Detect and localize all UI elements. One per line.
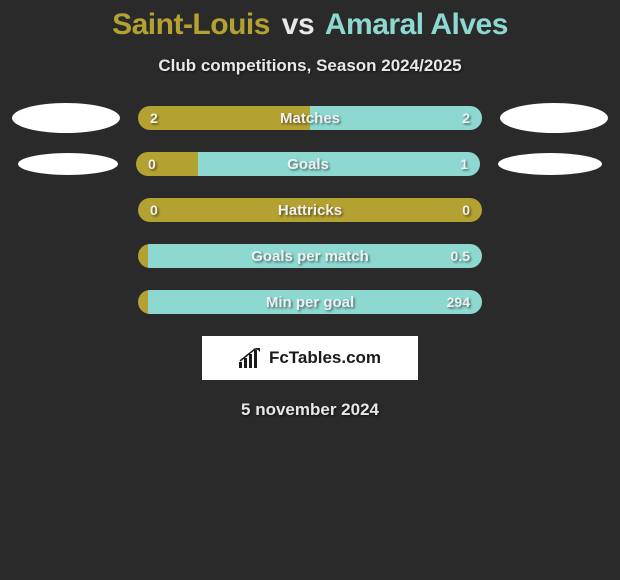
subtitle: Club competitions, Season 2024/2025 [0,56,620,76]
title: Saint-Louis vs Amaral Alves [0,8,620,42]
stat-row: Matches22 [0,106,620,130]
right-ellipse [498,153,602,175]
right-ellipse [500,103,608,133]
bar-left-segment [138,290,148,314]
player1-name: Saint-Louis [112,8,270,41]
bar-left-segment [138,244,148,268]
left-ellipse [18,153,118,175]
vs-text: vs [282,8,314,41]
logo-box: FcTables.com [202,336,418,380]
stat-bar: Matches22 [138,106,482,130]
player2-name: Amaral Alves [325,8,508,41]
stat-bar: Hattricks00 [138,198,482,222]
infographic-container: Saint-Louis vs Amaral Alves Club competi… [0,0,620,420]
stat-row: Min per goal294 [0,290,620,314]
stat-bar: Goals per match0.5 [138,244,482,268]
stat-row: Goals01 [0,152,620,176]
date-text: 5 november 2024 [0,400,620,420]
bar-right-segment [148,244,482,268]
logo-text: FcTables.com [269,348,381,368]
bar-left-segment [138,198,482,222]
stat-row: Goals per match0.5 [0,244,620,268]
stats-rows: Matches22 Goals01 Hattricks00 Goals per mat… [0,106,620,314]
bar-right-segment [148,290,482,314]
bar-right-segment [198,152,480,176]
stat-bar: Goals01 [136,152,480,176]
bar-right-segment [310,106,482,130]
stat-row: Hattricks00 [0,198,620,222]
bar-left-segment [136,152,198,176]
left-ellipse [12,103,120,133]
logo-bars-icon [239,348,263,368]
bar-left-segment [138,106,310,130]
stat-bar: Min per goal294 [138,290,482,314]
